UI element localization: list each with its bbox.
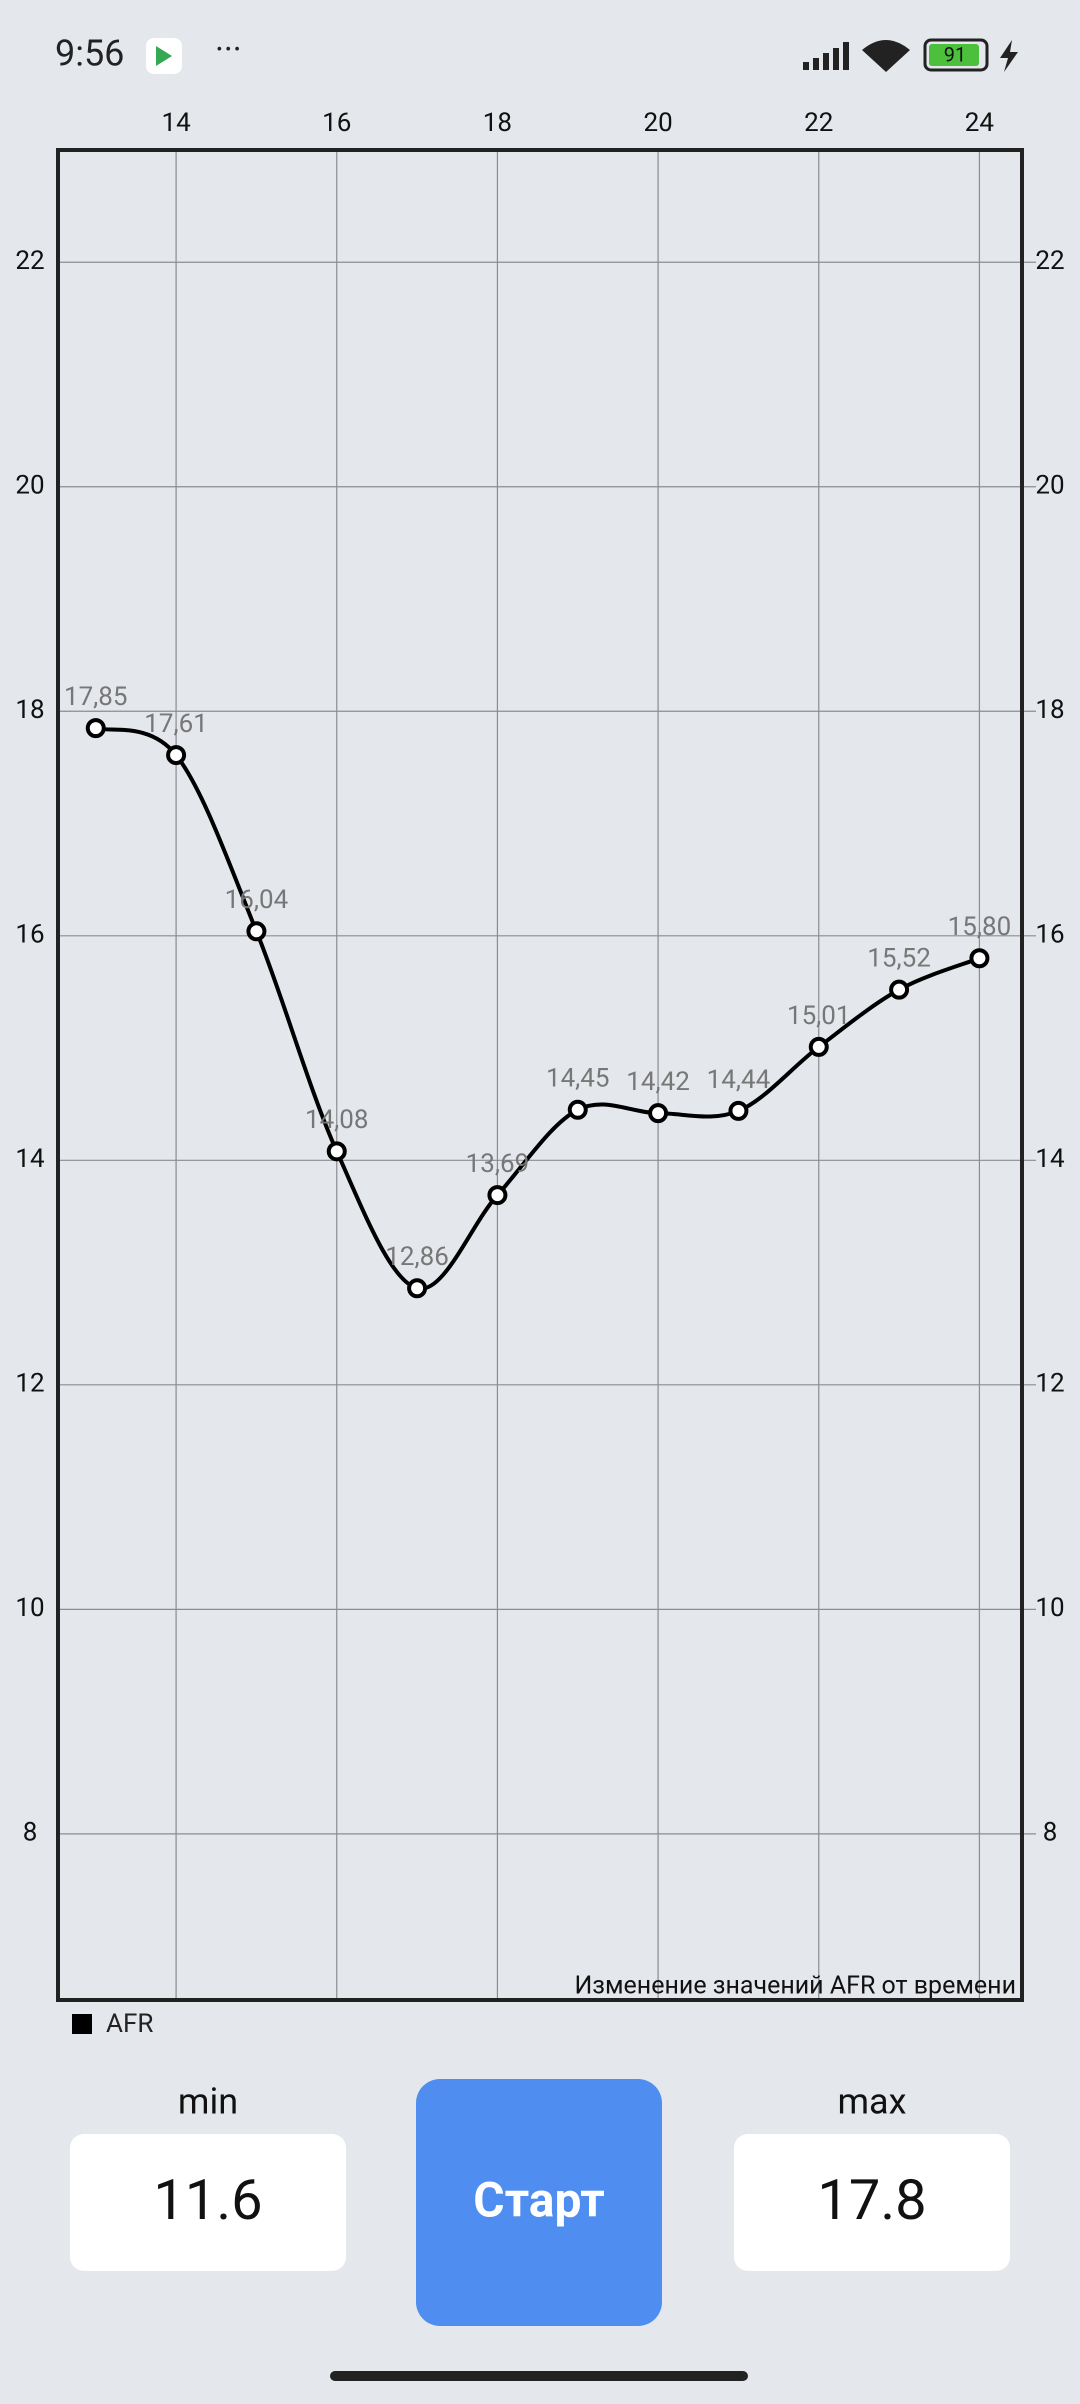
y-tick-label: 8 — [23, 1818, 38, 1848]
app-icon-glyph — [156, 46, 172, 66]
point — [567, 1099, 588, 1120]
y-tick-label: 16 — [15, 920, 44, 950]
y-tick-label: 12 — [15, 1369, 44, 1399]
y-tick-label: 14 — [15, 1144, 45, 1174]
max-field[interactable] — [734, 2134, 1010, 2271]
y-tick-label-right: 22 — [1035, 246, 1064, 276]
start-button-label: Старт — [473, 2172, 604, 2229]
nav-handle[interactable] — [330, 2371, 748, 2381]
point — [808, 1036, 829, 1057]
start-button[interactable] — [416, 2079, 662, 2326]
point — [166, 745, 187, 766]
point — [889, 979, 910, 1000]
point — [487, 1185, 508, 1206]
point — [246, 921, 267, 942]
x-tick-label: 24 — [965, 108, 995, 138]
status-time: 9:56 — [55, 33, 124, 75]
value-label: 15,80 — [948, 912, 1012, 942]
value-label: 16,04 — [225, 885, 289, 915]
signal-icon — [803, 42, 849, 70]
x-tick-label: 18 — [483, 108, 512, 138]
y-tick-label-right: 14 — [1035, 1144, 1065, 1174]
x-tick-label: 22 — [804, 108, 833, 138]
max-value: 17.8 — [817, 2167, 926, 2233]
point — [969, 948, 990, 969]
x-tick-label: 16 — [322, 108, 351, 138]
value-label: 14,42 — [626, 1067, 690, 1097]
value-label: 14,08 — [305, 1105, 369, 1135]
value-label: 17,61 — [144, 709, 208, 739]
battery-outline — [923, 38, 989, 72]
y-tick-label-right: 18 — [1035, 695, 1064, 725]
min-value: 11.6 — [153, 2167, 262, 2233]
y-tick-label-right: 10 — [1035, 1593, 1064, 1623]
value-label: 17,85 — [64, 682, 128, 712]
battery-level: 91 — [944, 42, 966, 66]
legend-label: AFR — [106, 2009, 153, 2039]
value-label: 14,45 — [546, 1064, 610, 1094]
point — [728, 1100, 749, 1121]
point — [648, 1103, 669, 1124]
battery-fill — [929, 44, 979, 66]
status-more: ··· — [215, 30, 242, 70]
y-tick-label: 18 — [15, 695, 44, 725]
charging-icon — [1000, 40, 1018, 72]
min-label: min — [178, 2081, 238, 2123]
chart-title: Изменение значений AFR от времени — [574, 1972, 1016, 2001]
value-label: 12,86 — [385, 1242, 449, 1272]
legend-swatch — [72, 2014, 92, 2034]
y-tick-label: 22 — [15, 246, 44, 276]
y-tick-label: 10 — [15, 1593, 44, 1623]
wifi-icon — [862, 40, 910, 72]
y-tick-label-right: 8 — [1043, 1818, 1058, 1848]
point — [407, 1278, 428, 1299]
y-tick-label: 20 — [15, 471, 44, 501]
y-tick-label-right: 20 — [1035, 471, 1064, 501]
value-label: 15,52 — [867, 944, 931, 974]
y-tick-label-right: 12 — [1035, 1369, 1064, 1399]
max-label: max — [837, 2081, 906, 2123]
x-tick-label: 20 — [643, 108, 672, 138]
plot-frame — [56, 148, 1024, 2002]
value-label: 13,69 — [466, 1149, 530, 1179]
value-label: 14,44 — [707, 1065, 771, 1095]
y-tick-label-right: 16 — [1035, 920, 1064, 950]
value-label: 15,01 — [787, 1001, 851, 1031]
chart: 14 16 18 20 22 24 8 8 10 10 12 12 14 14 16 16 18 18 20 20 22… — [15, 108, 1065, 2002]
min-field[interactable] — [70, 2134, 346, 2271]
x-tick-label: 14 — [161, 108, 191, 138]
point — [85, 718, 106, 739]
point — [326, 1141, 347, 1162]
